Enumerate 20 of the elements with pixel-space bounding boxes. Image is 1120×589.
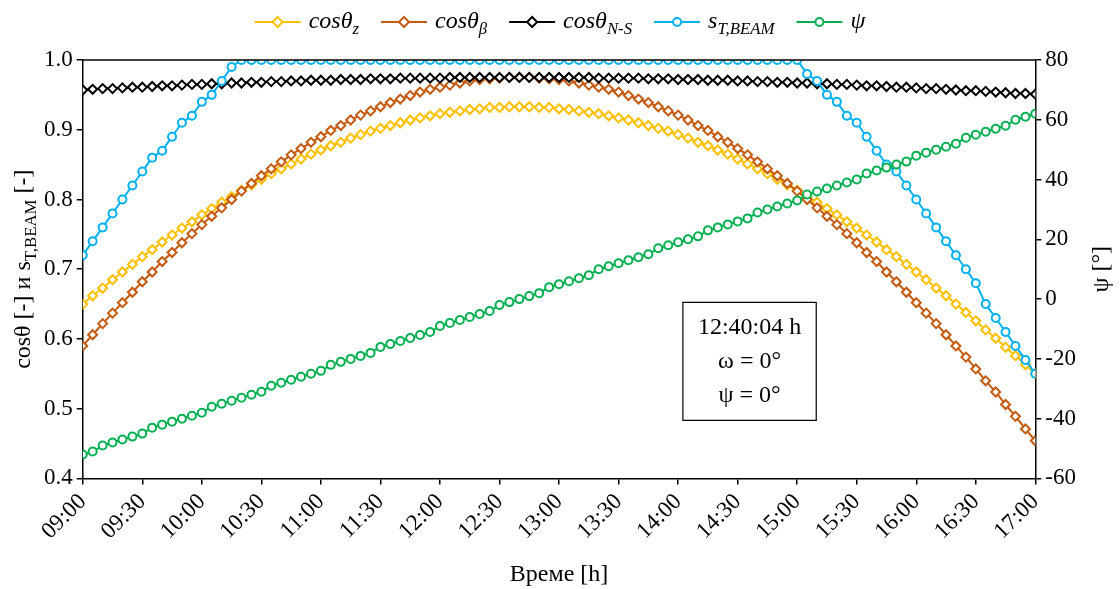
- x-axis-title: Време [h]: [509, 560, 609, 587]
- y2-tick-label: 20: [1045, 225, 1069, 251]
- y2-tick-label: 60: [1045, 105, 1069, 131]
- y-tick-label: 0.8: [44, 185, 73, 211]
- legend-label: ψ: [850, 7, 867, 34]
- y-tick-label: 0.4: [44, 464, 74, 490]
- y2-tick-label: -40: [1045, 404, 1077, 430]
- y-axis-title: cosθ [-] и sT,BEAM [-]: [9, 169, 40, 369]
- y-tick-label: 1.0: [44, 46, 73, 72]
- y2-tick-label: 80: [1045, 46, 1069, 72]
- annotation: 12:40:04 h ω = 0° ψ = 0°: [697, 312, 802, 407]
- y-tick-label: 0.7: [44, 255, 73, 281]
- y-tick-label: 0.6: [44, 325, 73, 351]
- y-tick-label: 0.9: [44, 115, 73, 141]
- y-tick-label: 0.5: [44, 394, 73, 420]
- y2-axis-title: ψ [°]: [1087, 245, 1114, 293]
- y2-tick-label: 40: [1045, 165, 1069, 191]
- y2-tick-label: -60: [1045, 464, 1077, 490]
- y2-tick-label: 0: [1045, 285, 1057, 311]
- y2-tick-label: -20: [1045, 344, 1077, 370]
